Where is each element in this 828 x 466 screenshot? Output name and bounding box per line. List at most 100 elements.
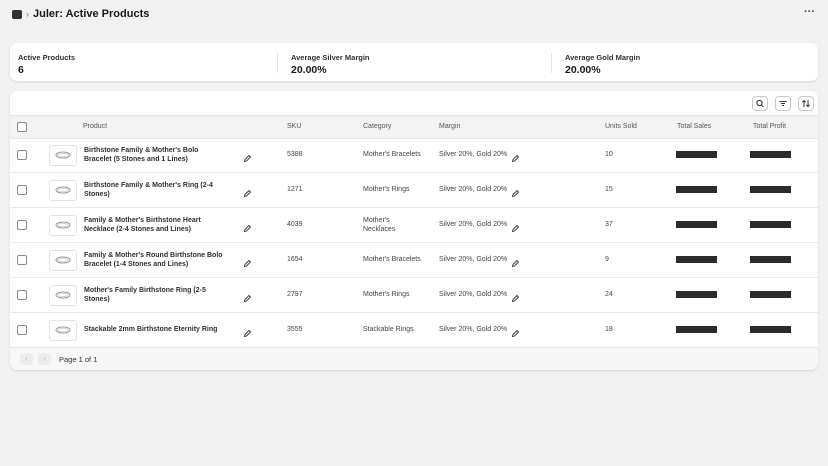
edit-margin[interactable] [511,290,520,302]
column-header: Total Sales [677,123,712,130]
edit-margin[interactable] [511,150,520,162]
redacted-profit [750,220,791,228]
redacted-profit [750,325,791,333]
margin: Silver 20%, Gold 20% [439,151,508,158]
product-name[interactable]: Family & Mother's Birthstone Heart Neckl… [84,216,201,233]
units-sold: 24 [605,291,613,298]
column-header: Units Sold [605,123,637,130]
sort-icon [801,99,811,108]
redacted-sales [676,255,717,263]
margin: Silver 20%, Gold 20% [439,186,508,193]
product-name[interactable]: Family & Mother's Round Birthstone Bolo … [84,251,223,268]
pagination-label: Page 1 of 1 [59,355,98,364]
stat-label: Average Gold Margin [565,53,641,62]
redacted-profit [750,150,791,158]
product-name[interactable]: Birthstone Family & Mother's Ring (2-4 S… [84,181,213,198]
row-checkbox[interactable] [17,324,27,335]
next-page[interactable]: › [38,353,51,365]
divider [277,53,278,73]
product-name[interactable]: Stackable 2mm Birthstone Eternity Ring [84,326,218,333]
product-thumbnail [49,144,77,166]
row-checkbox[interactable] [17,184,27,195]
filter-button[interactable] [775,96,791,111]
product-thumbnail [49,179,77,201]
column-header: Product [83,123,108,130]
breadcrumb-chevron: › [26,9,29,19]
product-name[interactable]: Mother's Family Birthstone Ring (2-5 Sto… [84,286,206,303]
stat-value: 20.00% [291,64,327,76]
edit-product[interactable] [243,255,252,267]
category: Mother's Necklaces [363,216,396,233]
category: Mother's Bracelets [363,256,421,263]
column-header: Category [363,123,392,130]
category: Mother's Rings [363,186,410,193]
thumbnail-image [55,291,71,298]
row-divider [10,242,818,243]
units-sold: 18 [605,326,613,333]
units-sold: 9 [605,256,609,263]
category: Mother's Rings [363,291,410,298]
row-divider [10,277,818,278]
sku: 2797 [287,291,303,298]
stats-card: Active Products 6 Average Silver Margin 20.… [10,43,818,81]
redacted-profit [750,290,791,298]
units-sold: 10 [605,151,613,158]
edit-product[interactable] [243,220,252,232]
category: Mother's Bracelets [363,151,421,158]
margin: Silver 20%, Gold 20% [439,326,508,333]
redacted-sales [676,220,717,228]
search-button[interactable] [752,96,768,111]
edit-margin[interactable] [511,185,520,197]
redacted-profit [750,185,791,193]
thumbnail-image [55,326,71,333]
margin: Silver 20%, Gold 20% [439,221,508,228]
edit-product[interactable] [243,185,252,197]
margin: Silver 20%, Gold 20% [439,256,508,263]
sku: 3555 [287,326,303,333]
edit-product[interactable] [243,290,252,302]
redacted-profit [750,255,791,263]
stat-value: 20.00% [565,64,601,76]
margin: Silver 20%, Gold 20% [439,291,508,298]
category: Stackable Rings [363,326,414,333]
table-header: Product SKU Category Margin Units Sold Total … [10,115,818,139]
app-icon [12,10,22,19]
row-checkbox[interactable] [17,289,27,300]
select-all-checkbox[interactable] [17,122,27,132]
search-icon [756,99,764,108]
stat-value: 6 [18,64,24,76]
product-thumbnail [49,214,77,236]
more-actions[interactable]: ··· [804,6,815,18]
edit-margin[interactable] [511,325,520,337]
stat-label: Average Silver Margin [291,53,370,62]
product-thumbnail [49,319,77,341]
edit-margin[interactable] [511,220,520,232]
table-card: Product SKU Category Margin Units Sold Total … [10,91,818,370]
edit-product[interactable] [243,325,252,337]
page-title: Juler: Active Products [33,8,150,20]
prev-page[interactable]: ‹ [20,353,33,365]
filter-icon [779,101,787,106]
sort-button[interactable] [798,96,814,111]
row-checkbox[interactable] [17,149,27,160]
column-header: Total Profit [753,123,787,130]
thumbnail-image [55,256,71,263]
row-checkbox[interactable] [17,219,27,230]
product-thumbnail [49,249,77,271]
row-checkbox[interactable] [17,254,27,265]
thumbnail-image [55,221,71,228]
column-header: Margin [439,123,461,130]
edit-margin[interactable] [511,255,520,267]
redacted-sales [676,185,717,193]
product-name[interactable]: Birthstone Family & Mother's Bolo Bracel… [84,146,199,163]
column-header: SKU [287,123,302,130]
redacted-sales [676,325,717,333]
sku: 1654 [287,256,303,263]
sku: 4039 [287,221,303,228]
stat-label: Active Products [18,53,76,62]
edit-product[interactable] [243,150,252,162]
sku: 1271 [287,186,303,193]
row-divider [10,312,818,313]
thumbnail-image [55,151,71,158]
